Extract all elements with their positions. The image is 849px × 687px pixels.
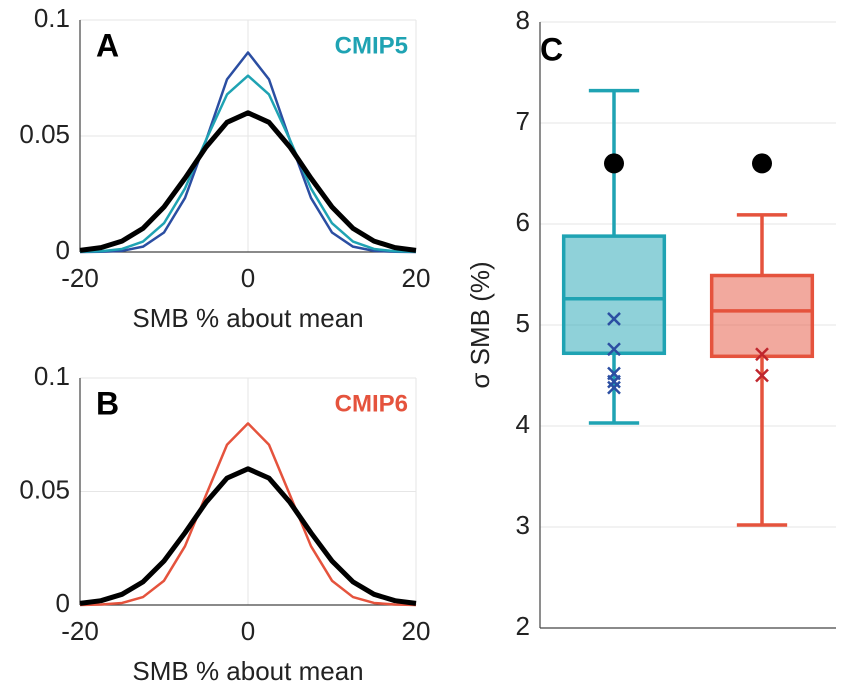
x-tick-label: 0: [241, 616, 255, 646]
model-point: [607, 312, 621, 326]
box: [709, 273, 815, 359]
x-tick-label: 0: [241, 263, 255, 293]
y-tick-label: 7: [516, 106, 530, 136]
box: [561, 234, 667, 356]
model-point: [607, 380, 621, 395]
panel-label: B: [96, 385, 119, 421]
y-tick-label: 0.1: [34, 361, 70, 391]
y-tick-label: 0.05: [19, 119, 70, 149]
model-point: [755, 347, 769, 362]
x-tick-label: -20: [61, 263, 99, 293]
x-axis-label: SMB % about mean: [132, 656, 363, 686]
x-axis-label: SMB % about mean: [132, 303, 363, 333]
reference-dot: [604, 153, 624, 174]
y-tick-label: 2: [516, 611, 530, 641]
panel-label: A: [96, 27, 119, 63]
y-tick-label: 0.05: [19, 474, 70, 504]
y-tick-label: 0: [56, 235, 70, 265]
model-point: [755, 368, 769, 383]
y-tick-label: 4: [516, 409, 530, 439]
x-tick-label: -20: [61, 616, 99, 646]
line-series: [79, 51, 417, 254]
y-tick-label: 5: [516, 308, 530, 338]
x-tick-label: 20: [402, 263, 431, 293]
y-tick-label: 8: [516, 5, 530, 35]
line-series: [79, 110, 417, 253]
y-tick-label: 0.1: [34, 3, 70, 33]
y-axis-label: σ SMB (%): [465, 261, 495, 388]
annotation: CMIP6: [335, 390, 408, 417]
x-tick-label: 20: [402, 616, 431, 646]
panel-label: C: [540, 31, 563, 67]
line-series: [79, 422, 417, 607]
annotation: CMIP5: [335, 32, 408, 59]
y-tick-label: 6: [516, 207, 530, 237]
line-series: [79, 466, 417, 606]
y-tick-label: 0: [56, 588, 70, 618]
reference-dot: [752, 153, 772, 174]
model-point: [607, 374, 621, 389]
y-tick-label: 3: [516, 510, 530, 540]
model-point: [607, 342, 621, 357]
line-series: [79, 74, 417, 254]
